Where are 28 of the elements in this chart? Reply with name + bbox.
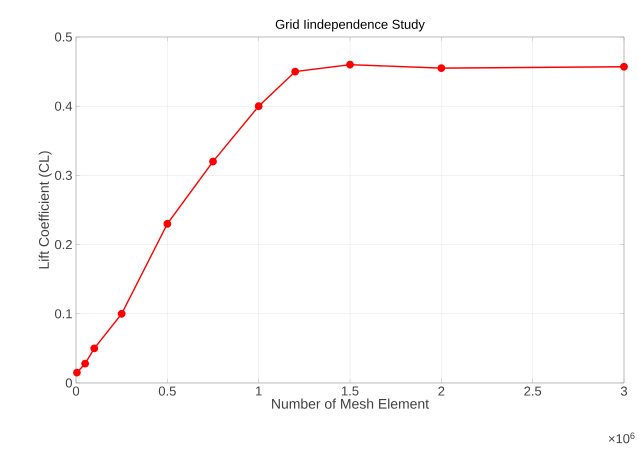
x-tick-label: 2 [438,386,444,396]
text: ×10$^{6}$ [608,432,635,444]
x-tick-label: 2.5 [524,386,542,396]
y-tick-label: 0.5 [54,32,72,42]
point [254,102,263,110]
point [90,344,98,352]
x-tick-label: 0 [72,386,80,396]
x-axis-title: Number of Mesh Element [272,398,429,409]
point [291,68,300,76]
y-tick-label: 0 [66,378,72,388]
y-tick-label: 0.3 [54,170,72,180]
x-tick-label: 0.5 [158,386,176,396]
point [346,60,354,69]
y-tick-label: 0.1 [54,309,72,318]
point [437,64,446,72]
x-tick-label: 3 [620,386,628,396]
point [163,220,172,228]
point [118,310,126,318]
x-tick-label: 1 [256,386,262,396]
y-tick-label: 0.2 [54,240,72,250]
y-axis-title: Lift Coefficient (CL) [38,151,52,268]
point [81,360,90,368]
point [209,158,217,166]
y-tick-label: 0.4 [54,102,72,111]
x-tick-label: 1.5 [342,386,358,396]
chart-title: Grid Iindependence Study [276,19,425,32]
point [620,62,628,71]
point [73,368,81,377]
